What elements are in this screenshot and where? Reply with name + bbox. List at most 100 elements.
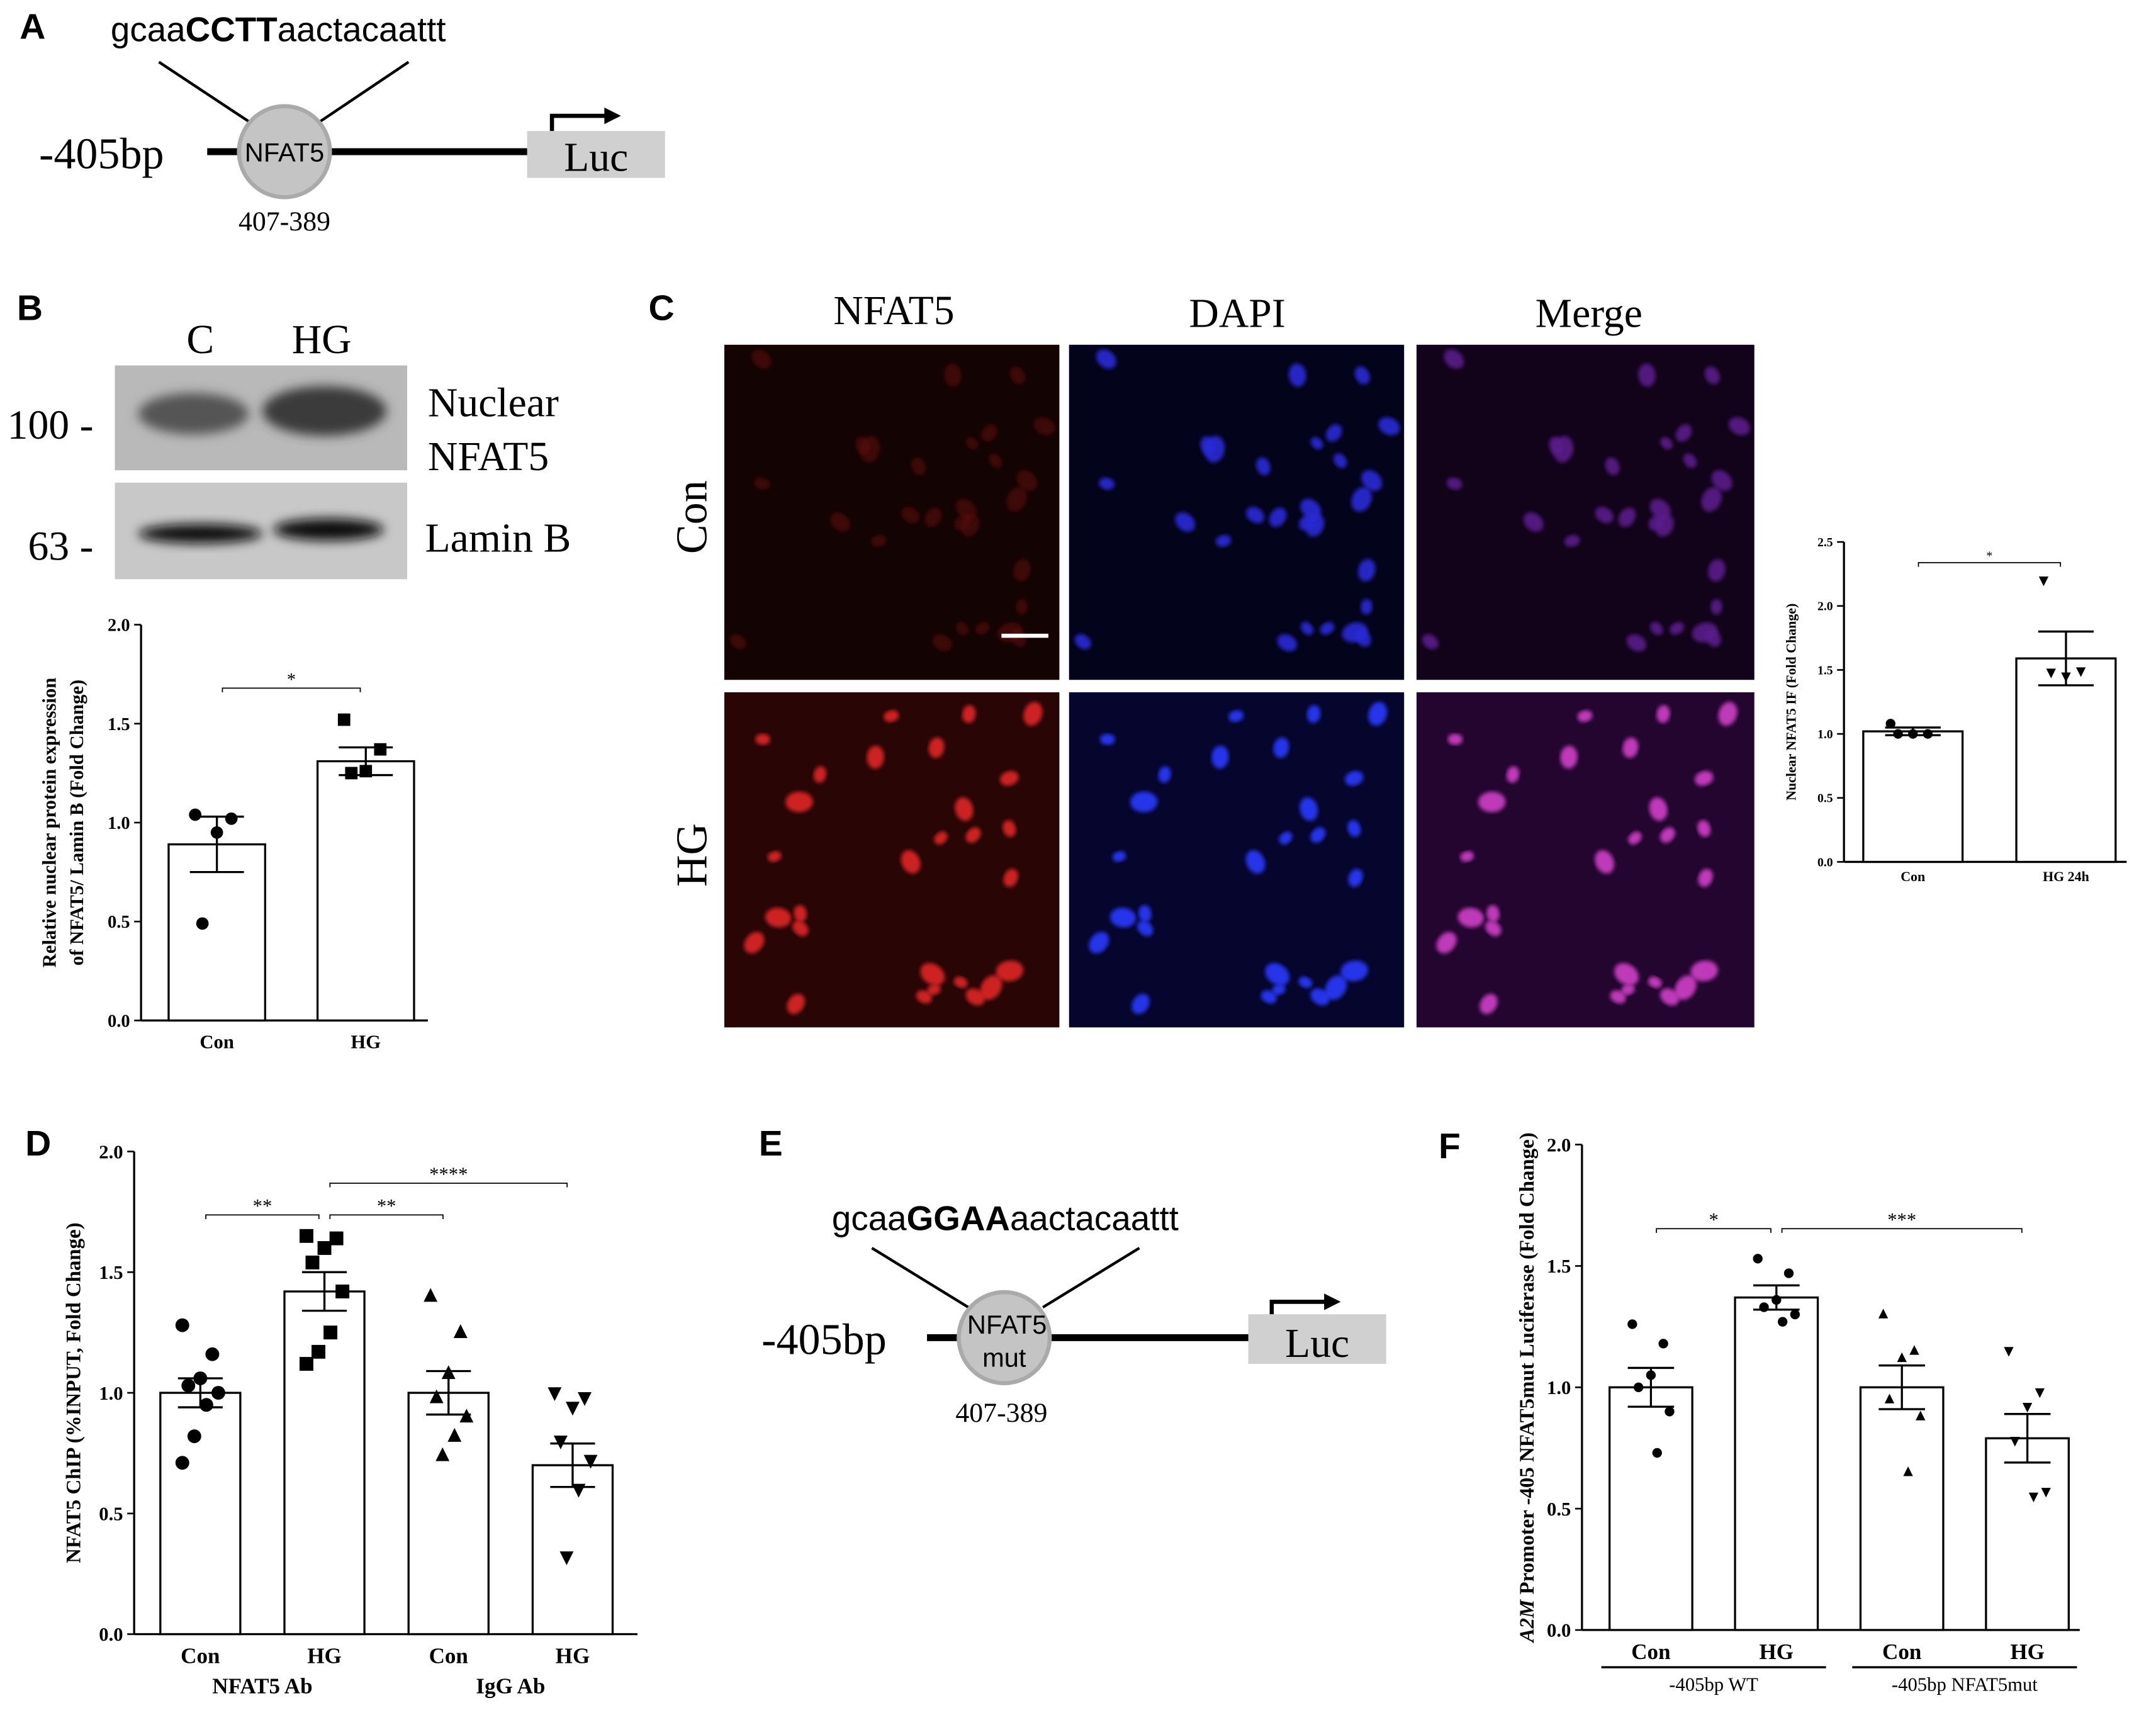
group-label: -405bp WT bbox=[1669, 1673, 1758, 1695]
nucleus bbox=[1016, 470, 1038, 492]
nucleus bbox=[1112, 851, 1126, 862]
nucleus bbox=[1175, 512, 1196, 532]
nucleus bbox=[996, 960, 1024, 982]
data-point bbox=[175, 1456, 189, 1470]
bar bbox=[1862, 730, 1964, 863]
data-point bbox=[583, 1454, 598, 1469]
tss-arrow bbox=[549, 113, 607, 132]
data-point bbox=[1909, 1345, 1919, 1355]
nucleus bbox=[1325, 424, 1342, 442]
significance-label: **** bbox=[429, 1164, 468, 1185]
data-point bbox=[565, 1402, 580, 1416]
data-point bbox=[2041, 1487, 2051, 1498]
significance-bracket bbox=[1917, 562, 2062, 567]
y-axis-label: A2M Promoter -405 NFAT5mut Luciferase (F… bbox=[1516, 1132, 1539, 1643]
data-point bbox=[337, 713, 351, 726]
data-point bbox=[225, 812, 238, 825]
x-tick-label: HG bbox=[556, 1644, 590, 1668]
nucleus bbox=[1298, 976, 1313, 988]
nucleus bbox=[1096, 349, 1116, 369]
nucleus bbox=[1300, 498, 1322, 519]
nucleus bbox=[785, 791, 813, 813]
nucleus bbox=[1273, 737, 1289, 758]
data-point bbox=[1627, 1319, 1637, 1329]
significance-bracket bbox=[1656, 1228, 1771, 1233]
data-point bbox=[1884, 1393, 1895, 1403]
nucleus bbox=[1675, 975, 1697, 1000]
blot-band bbox=[273, 518, 384, 541]
significance-bracket bbox=[205, 1214, 320, 1219]
row-label: Con bbox=[668, 480, 716, 554]
nucleus bbox=[1507, 766, 1520, 783]
nucleus bbox=[965, 437, 979, 450]
data-point bbox=[447, 1427, 462, 1442]
data-point bbox=[196, 917, 209, 930]
nucleus bbox=[1310, 827, 1326, 843]
significance-label: * bbox=[1709, 1209, 1718, 1230]
y-tick-label: 1.5 bbox=[1547, 1256, 1571, 1277]
y-tick-label: 0.5 bbox=[99, 1504, 123, 1525]
x-tick-label: HG bbox=[307, 1644, 342, 1668]
micrograph bbox=[1069, 344, 1405, 680]
nucleus bbox=[755, 733, 770, 745]
data-point bbox=[559, 1551, 574, 1565]
nucleus bbox=[955, 797, 974, 821]
blot-band bbox=[138, 524, 262, 544]
data-point bbox=[1923, 729, 1933, 739]
nucleus bbox=[1605, 457, 1620, 476]
group-label: IgG Ab bbox=[476, 1674, 545, 1699]
data-point bbox=[1777, 1317, 1788, 1327]
data-point bbox=[2010, 1436, 2020, 1447]
nucleus bbox=[1271, 984, 1286, 996]
bar bbox=[1609, 1386, 1693, 1631]
nucleus bbox=[1436, 931, 1457, 953]
nucleus bbox=[1246, 507, 1265, 524]
nucleus bbox=[1650, 622, 1663, 636]
data-point bbox=[299, 1357, 313, 1371]
data-point bbox=[459, 1409, 474, 1423]
nucleus bbox=[1099, 477, 1115, 490]
nucleus bbox=[1310, 988, 1330, 1006]
nucleus bbox=[1013, 559, 1031, 582]
nucleus bbox=[924, 507, 942, 527]
panel-label: C bbox=[648, 288, 674, 328]
x-tick-label: Con bbox=[199, 1031, 234, 1052]
bar bbox=[283, 1290, 366, 1636]
nucleus bbox=[1708, 559, 1726, 582]
band-label: Lamin B bbox=[425, 515, 571, 561]
y-tick-label: 0.5 bbox=[108, 913, 130, 932]
data-point bbox=[211, 1386, 225, 1400]
nucleus bbox=[920, 963, 945, 986]
nucleus bbox=[928, 737, 945, 758]
data-point bbox=[317, 1241, 332, 1255]
y-axis-label: NFAT5 ChIP (%INPUT, Fold Change) bbox=[63, 1222, 86, 1563]
error-bar bbox=[550, 1442, 595, 1488]
nucleus bbox=[1460, 851, 1474, 862]
nucleus bbox=[1711, 470, 1732, 492]
y-tick-label: 1.5 bbox=[99, 1262, 123, 1283]
nucleus bbox=[1002, 820, 1016, 837]
nucleus bbox=[1006, 487, 1028, 512]
promoter-label: -405bp bbox=[761, 1316, 887, 1364]
significance-bracket bbox=[329, 1183, 568, 1188]
data-point bbox=[359, 765, 373, 778]
nucleus bbox=[956, 622, 969, 636]
nucleus bbox=[1347, 820, 1361, 837]
data-point bbox=[1646, 1370, 1656, 1380]
nucleus bbox=[1626, 634, 1647, 651]
nucleus bbox=[980, 975, 1002, 1000]
data-point bbox=[435, 1447, 450, 1461]
nucleus bbox=[961, 514, 980, 537]
nucleus bbox=[1306, 705, 1321, 723]
promoter-label: -405bp bbox=[39, 130, 164, 178]
bar bbox=[2015, 657, 2117, 863]
nucleus bbox=[1628, 831, 1642, 845]
nucleus bbox=[989, 453, 1002, 468]
binding-site bbox=[957, 1290, 1052, 1385]
nucleus bbox=[1701, 487, 1722, 512]
data-point bbox=[1783, 1268, 1794, 1278]
nucleus bbox=[1692, 622, 1718, 643]
nucleus bbox=[754, 477, 770, 490]
nucleus bbox=[1033, 417, 1055, 436]
nucleus bbox=[965, 827, 981, 843]
